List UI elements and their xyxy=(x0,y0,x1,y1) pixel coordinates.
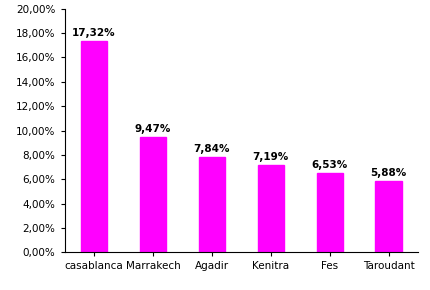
Text: 17,32%: 17,32% xyxy=(72,28,116,38)
Text: 6,53%: 6,53% xyxy=(311,160,347,170)
Text: 9,47%: 9,47% xyxy=(135,124,171,134)
Bar xyxy=(375,181,401,252)
Text: 7,84%: 7,84% xyxy=(193,144,230,154)
Bar xyxy=(316,173,342,252)
Bar xyxy=(257,165,283,252)
Text: 5,88%: 5,88% xyxy=(370,168,406,178)
Bar xyxy=(80,41,107,252)
Text: 7,19%: 7,19% xyxy=(252,152,288,162)
Bar xyxy=(198,157,224,252)
Bar xyxy=(139,137,166,252)
